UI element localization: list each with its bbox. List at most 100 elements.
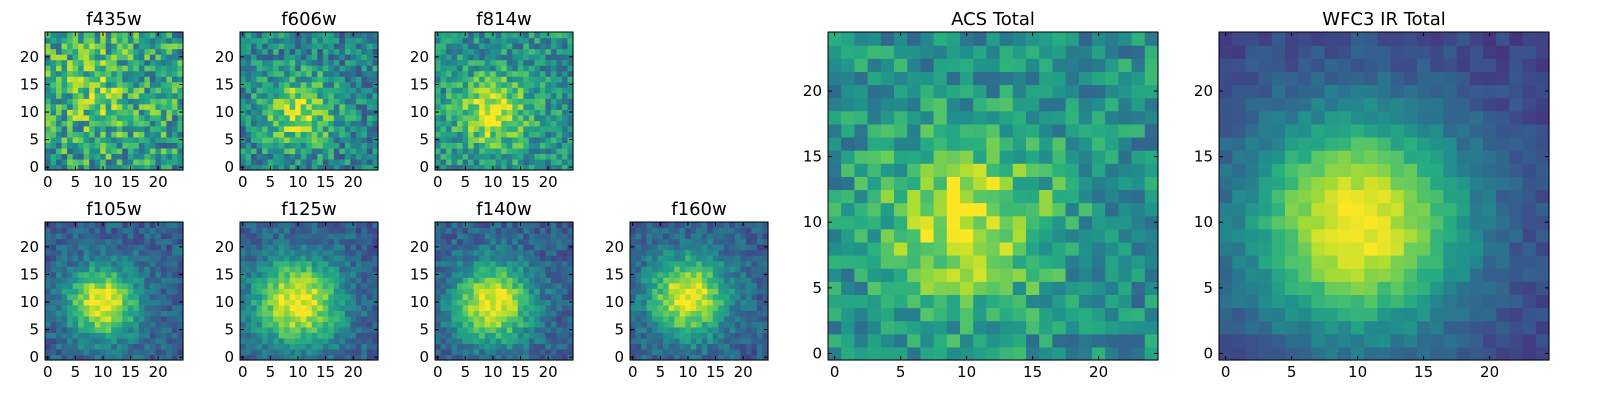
- heatmap-cell: [523, 70, 530, 77]
- heatmap-cell: [317, 153, 324, 160]
- heatmap-cell: [138, 321, 145, 328]
- heatmap-cell: [366, 249, 374, 256]
- heatmap-cell: [701, 332, 708, 339]
- heatmap-cell: [756, 348, 764, 356]
- heatmap-cell: [556, 354, 563, 361]
- heatmap-cell: [1092, 268, 1106, 282]
- heatmap-cell: [528, 227, 535, 234]
- heatmap-cell: [1144, 307, 1159, 322]
- heatmap-cell: [160, 153, 168, 160]
- heatmap-cell: [446, 321, 453, 328]
- heatmap-cell: [89, 326, 96, 333]
- heatmap-cell: [718, 321, 725, 328]
- heatmap-cell: [440, 310, 447, 317]
- heatmap-cell: [1026, 163, 1040, 177]
- heatmap-cell: [495, 227, 502, 234]
- heatmap-cell: [1092, 241, 1106, 256]
- heatmap-cell: [361, 299, 368, 306]
- y-tick-label: 10: [20, 293, 39, 311]
- heatmap-cell: [284, 271, 291, 278]
- heatmap-cell: [160, 348, 168, 356]
- heatmap-cell: [311, 87, 318, 94]
- heatmap-cell: [523, 142, 530, 149]
- heatmap-cell: [663, 337, 670, 345]
- heatmap-cell: [1105, 255, 1119, 269]
- heatmap-cell: [245, 98, 252, 105]
- heatmap-cell: [83, 158, 90, 166]
- heatmap-cell: [245, 282, 252, 289]
- heatmap-cell: [100, 293, 107, 300]
- heatmap-cell: [278, 244, 285, 251]
- heatmap-cell: [328, 326, 335, 333]
- heatmap-cell: [1012, 320, 1027, 335]
- heatmap-cell: [679, 299, 686, 306]
- heatmap-cell: [355, 238, 363, 245]
- heatmap-cell: [506, 326, 513, 333]
- heatmap-cell: [867, 255, 882, 269]
- heatmap-cell: [177, 332, 184, 339]
- heatmap-cell: [72, 136, 79, 143]
- heatmap-cell: [166, 337, 173, 345]
- heatmap-cell: [1092, 320, 1106, 335]
- heatmap-cell: [361, 288, 368, 295]
- heatmap-cell: [435, 321, 442, 328]
- heatmap-cell: [372, 332, 379, 339]
- heatmap-cell: [734, 321, 741, 328]
- heatmap-cell: [111, 238, 118, 245]
- heatmap-cell: [561, 271, 569, 278]
- heatmap-cell: [105, 65, 112, 72]
- heatmap-cell: [1092, 189, 1106, 204]
- heatmap-cell: [67, 131, 74, 138]
- heatmap-cell: [495, 310, 502, 317]
- heatmap-cell: [506, 131, 513, 138]
- heatmap-cell: [355, 337, 363, 345]
- heatmap-cell: [300, 222, 307, 229]
- heatmap-cell: [1131, 268, 1146, 282]
- heatmap-cell: [138, 142, 145, 149]
- heatmap-cell: [122, 326, 129, 333]
- heatmap-cell: [1078, 228, 1093, 243]
- heatmap-cell: [78, 282, 85, 289]
- heatmap-cell: [333, 142, 340, 149]
- heatmap-cell: [256, 81, 263, 88]
- heatmap-cell: [300, 354, 307, 361]
- heatmap-cell: [83, 81, 90, 88]
- heatmap-cell: [306, 326, 313, 333]
- heatmap-cell: [495, 337, 502, 345]
- heatmap-cell: [920, 255, 935, 269]
- heatmap-cell: [83, 332, 90, 339]
- heatmap-cell: [251, 147, 258, 155]
- heatmap-cell: [344, 315, 351, 322]
- heatmap-cell: [690, 238, 697, 245]
- heatmap-cell: [127, 288, 134, 295]
- heatmap-cell: [556, 158, 563, 166]
- heatmap-cell: [696, 321, 703, 328]
- heatmap-cell: [539, 343, 546, 350]
- heatmap-cell: [973, 241, 987, 256]
- heatmap-cell: [528, 326, 535, 333]
- heatmap-cell: [762, 266, 769, 273]
- heatmap-cell: [61, 321, 68, 328]
- heatmap-cell: [495, 293, 502, 300]
- heatmap-cell: [501, 87, 508, 94]
- heatmap-cell: [561, 103, 569, 110]
- heatmap-cell: [523, 125, 530, 132]
- heatmap-cell: [567, 238, 574, 245]
- heatmap-cell: [105, 98, 112, 105]
- heatmap-cell: [273, 244, 280, 251]
- heatmap-cell: [355, 158, 363, 166]
- heatmap-cell: [740, 343, 747, 350]
- heatmap-cell: [440, 260, 447, 267]
- heatmap-cell: [155, 87, 162, 94]
- heatmap-cell: [756, 271, 764, 278]
- heatmap-cell: [366, 32, 374, 39]
- heatmap-cell: [451, 65, 458, 72]
- heatmap-cell: [539, 87, 546, 94]
- heatmap-cell: [100, 81, 107, 88]
- heatmap-cell: [528, 147, 535, 155]
- heatmap-cell: [652, 288, 659, 295]
- heatmap-cell: [652, 260, 659, 267]
- heatmap-cell: [122, 260, 129, 267]
- heatmap-cell: [556, 153, 563, 160]
- heatmap-cell: [490, 43, 497, 50]
